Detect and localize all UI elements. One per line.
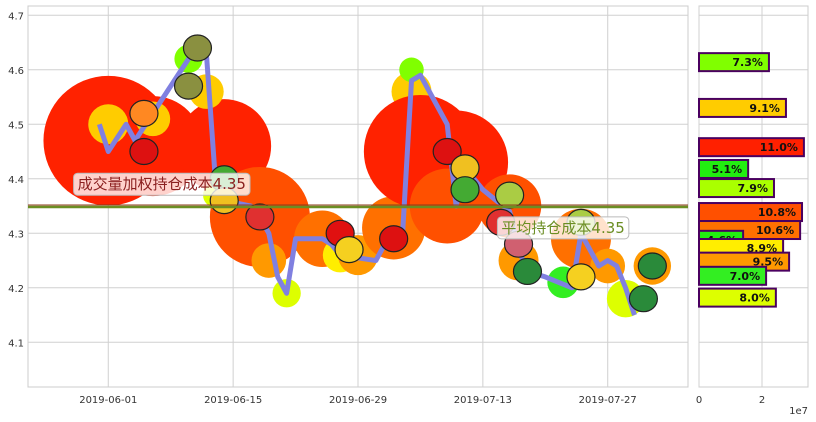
bar-percent-label: 7.9% (737, 182, 768, 195)
y-tick-label: 4.2 (8, 284, 24, 295)
apple-icon (129, 137, 159, 166)
volume-bar (698, 97, 787, 118)
banana-icon (334, 236, 364, 264)
volume-bubble (251, 243, 287, 278)
axis-offset-label: 1e7 (789, 406, 808, 417)
x-tick-label: 2019-07-27 (579, 395, 637, 406)
volume-bar (698, 137, 805, 158)
volume-bar (698, 178, 775, 199)
annotation-label: 成交量加权持仓成本4.35 (78, 175, 246, 193)
volume-bubble (590, 248, 626, 284)
side-x-tick-label: 0 (696, 395, 702, 406)
bar-percent-label: 11.0% (760, 141, 798, 154)
x-tick-label: 2019-06-15 (204, 395, 262, 406)
y-tick-label: 4.1 (8, 338, 24, 349)
volume-bar (698, 158, 750, 179)
bar-percent-label: 9.1% (749, 102, 780, 115)
volume-bar (698, 287, 777, 308)
watermelon-icon (512, 257, 543, 286)
volume-bubble (88, 104, 129, 145)
apple-icon (432, 137, 462, 166)
y-tick-label: 4.3 (8, 229, 24, 240)
bar-percent-label: 8.0% (739, 292, 770, 305)
carrot-icon (129, 99, 159, 127)
annotation-label: 平均持仓成本4.35 (501, 219, 624, 237)
bar-percent-label: 7.0% (730, 270, 761, 283)
kiwi-icon (495, 181, 525, 209)
y-tick-label: 4.4 (8, 175, 24, 186)
apple-icon (379, 225, 409, 253)
volume-bar (698, 265, 768, 286)
watermelon-slice-icon (245, 203, 275, 231)
x-tick-label: 2019-07-13 (454, 395, 512, 406)
x-tick-label: 2019-06-29 (329, 395, 387, 406)
watermelon-icon (637, 252, 667, 280)
bar-percent-label: 7.3% (732, 56, 763, 69)
pear-icon (173, 72, 204, 100)
y-tick-label: 4.7 (8, 11, 24, 22)
bar-percent-label: 5.1% (712, 163, 743, 176)
x-tick-label: 2019-06-01 (79, 395, 137, 406)
volume-bar (698, 52, 770, 73)
bar-percent-label: 10.8% (758, 206, 796, 219)
banana-icon (566, 263, 596, 291)
price-chart: 4.1 4.2 4.3 4.4 4.5 4.6 4.7 2019-06-01 2019-06-1… (8, 5, 689, 406)
side-x-tick-label: 2 (759, 395, 765, 406)
peapod-icon (450, 176, 480, 204)
pear-icon (182, 34, 213, 62)
annotation-box (73, 172, 251, 196)
y-tick-label: 4.6 (8, 66, 24, 77)
volume-profile-chart: 021e77.3%9.1%11.0%5.1%7.9%10.8%10.6%4.6%… (696, 5, 809, 417)
annotation-box (496, 216, 630, 240)
y-tick-label: 4.5 (8, 120, 24, 131)
watermelon-icon (628, 285, 659, 313)
bar-percent-label: 10.6% (756, 224, 794, 237)
bar-percent-label: 9.5% (753, 256, 784, 269)
